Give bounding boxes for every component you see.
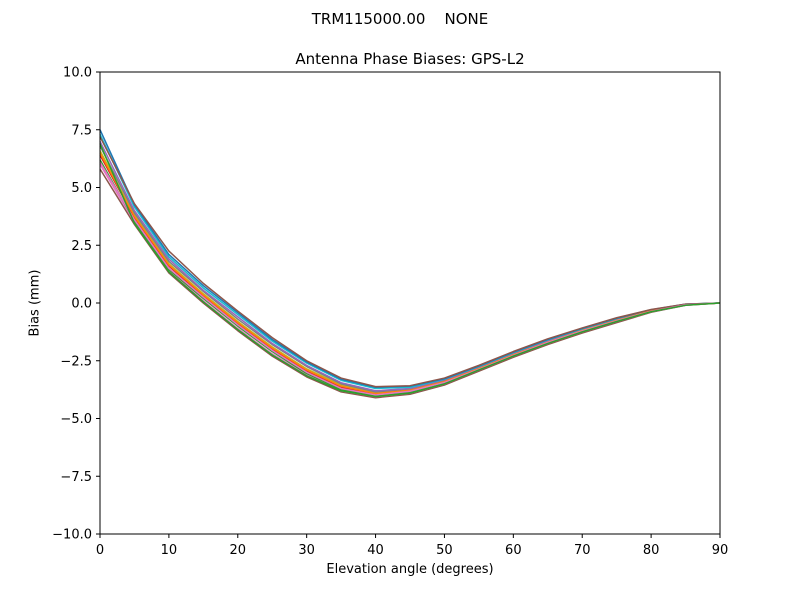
x-tick-label: 70 [574,543,591,558]
y-tick-label: 5.0 [71,181,92,196]
x-tick-label: 10 [161,543,178,558]
axes-frame [99,71,721,535]
figure-suptitle: TRM115000.00 NONE [311,10,489,28]
y-tick-label: −5.0 [60,412,92,427]
x-tick-label: 60 [505,543,522,558]
y-tick-label: 2.5 [71,239,92,254]
series-line-3 [99,159,721,397]
x-tick-label: 90 [712,543,729,558]
chart-title: Antenna Phase Biases: GPS-L2 [295,50,525,68]
series-line-5 [99,150,721,394]
x-tick-label: 40 [367,543,384,558]
series-layer [99,129,721,399]
series-line-1 [99,168,721,399]
series-line-4 [99,154,721,395]
y-tick-label: −10.0 [52,528,92,543]
x-tick-label: 20 [230,543,247,558]
y-tick-label: −7.5 [60,470,92,485]
y-tick-label: 10.0 [63,66,92,81]
x-axis-label: Elevation angle (degrees) [326,562,494,577]
series-line-13 [99,143,721,398]
y-tick-label: 7.5 [71,123,92,138]
series-line-11 [99,136,721,388]
series-line-8 [99,134,721,390]
axes-layer: 0 10 20 30 40 50 60 70 80 90 −10.0 −7.5 −5.0 −2.5 0.0 2… [52,66,728,559]
series-line-7 [99,140,721,392]
x-tick-label: 0 [96,543,104,558]
x-tick-label: 50 [436,543,453,558]
x-tick-label: 80 [643,543,660,558]
x-tick-label: 30 [298,543,315,558]
series-line-6 [99,145,721,393]
y-tick-label: −2.5 [60,354,92,369]
y-tick-label: 0.0 [71,297,92,312]
series-line-9 [99,129,721,389]
